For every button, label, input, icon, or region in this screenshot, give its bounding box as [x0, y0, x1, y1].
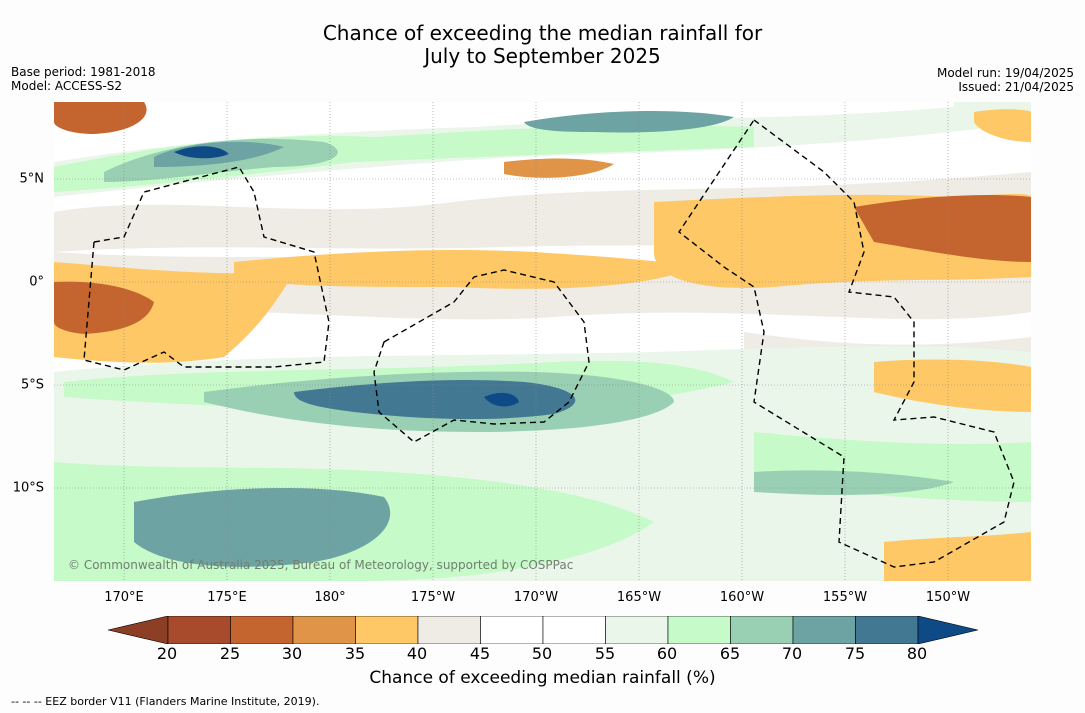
colorbar-segment [292, 616, 356, 644]
title-line-1: Chance of exceeding the median rainfall … [322, 21, 763, 45]
lat-label-0: 0° [29, 274, 44, 290]
lon-label-175e: 175°E [207, 590, 247, 605]
orange-south-east [874, 359, 1031, 412]
colorbar-tick: 70 [781, 644, 803, 663]
colorbar-tick: 25 [219, 644, 241, 663]
colorbar-tick: 30 [281, 644, 303, 663]
colorbar-segment [792, 616, 856, 644]
orange-equator-center [234, 250, 694, 289]
lon-label-175w: 175°W [410, 590, 456, 605]
brown-northwest-corner [54, 102, 147, 134]
colorbar-tick: 35 [344, 644, 366, 663]
teal-southwest [134, 487, 391, 567]
colorbar-under-arrow [108, 616, 169, 644]
colorbar-tick: 80 [906, 644, 928, 663]
orange-northeast [974, 109, 1031, 142]
lon-label-180: 180° [314, 590, 346, 605]
lat-label-5s: 5°S [20, 377, 44, 393]
colorbar-tick: 20 [156, 644, 178, 663]
colorbar-segment [355, 616, 419, 644]
model-name: Model: ACCESS-S2 [11, 79, 123, 93]
brown-equator-east [854, 195, 1031, 262]
eez-legend: -- -- -- EEZ border V11 (Flanders Marine… [11, 695, 320, 708]
colorbar-segment [730, 616, 794, 644]
blue-south-center [294, 380, 576, 420]
lon-label-170e: 170°E [104, 590, 144, 605]
map-title: Chance of exceeding the median rainfall … [0, 22, 1085, 68]
eez-borders [83, 118, 1015, 568]
meta-left: Base period: 1981-2018 Model: ACCESS-S2 [11, 65, 156, 93]
lat-label-5n: 5°N [19, 171, 45, 187]
colorbar-tick: 40 [406, 644, 428, 663]
base-period: Base period: 1981-2018 [11, 65, 156, 79]
lon-label-160w: 160°W [719, 590, 765, 605]
lon-label-165w: 165°W [616, 590, 662, 605]
colorbar [108, 616, 978, 644]
colorbar-segment [855, 616, 919, 644]
teal-north-center [524, 110, 734, 133]
colorbar-segment [230, 616, 294, 644]
colorbar-segment [542, 616, 606, 644]
graticule [54, 102, 1031, 581]
blue-core-south [484, 392, 519, 407]
lat-label-10s: 10°S [12, 480, 44, 496]
colorbar-tick: 65 [719, 644, 741, 663]
model-run: Model run: 19/04/2025 [936, 66, 1074, 80]
colorbar-tick: 75 [844, 644, 866, 663]
orange-north-center [504, 158, 614, 178]
colorbar-tick: 55 [594, 644, 616, 663]
meta-right: Model run: 19/04/2025 Issued: 21/04/2025 [937, 66, 1074, 94]
eez-border-west [83, 166, 330, 371]
colorbar-label: Chance of exceeding median rainfall (%) [369, 668, 716, 688]
brown-equator-west [54, 281, 154, 334]
colorbar-segment [605, 616, 669, 644]
colorbar-tick: 50 [531, 644, 553, 663]
lon-label-155w: 155°W [822, 590, 868, 605]
colorbar-segment [667, 616, 731, 644]
colorbar-tick: 60 [656, 644, 678, 663]
rainfall-map [54, 102, 1031, 581]
colorbar-segment [417, 616, 481, 644]
teal-southeast [754, 470, 954, 495]
orange-southeast-corner [884, 532, 1031, 581]
issued-date: Issued: 21/04/2025 [958, 80, 1074, 94]
lon-label-170w: 170°W [513, 590, 559, 605]
eez-border-center [373, 269, 590, 443]
title-line-2: July to September 2025 [424, 44, 661, 68]
colorbar-segment [480, 616, 544, 644]
copyright-notice: © Commonwealth of Australia 2025, Bureau… [68, 558, 574, 572]
colorbar-over-arrow [917, 616, 978, 644]
blue-core-northwest [174, 146, 229, 159]
colorbar-tick: 45 [469, 644, 491, 663]
lon-label-150w: 150°W [925, 590, 971, 605]
colorbar-segment [167, 616, 231, 644]
